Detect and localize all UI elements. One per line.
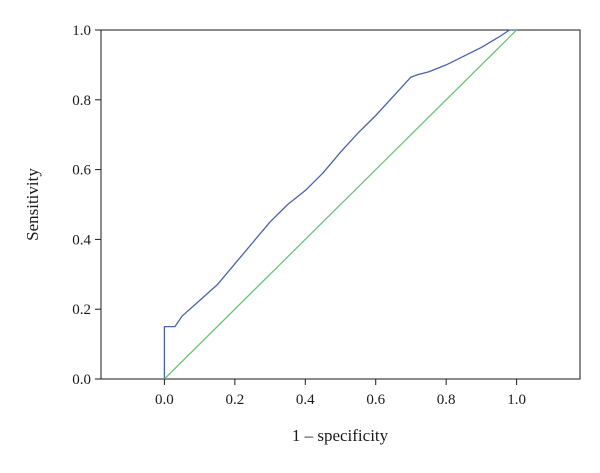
plot-frame (100, 29, 581, 380)
y-tick-label: 0.6 (72, 163, 91, 179)
series-layer (163, 29, 518, 380)
y-axis-label: Sensitivity (23, 168, 42, 241)
x-tick-label: 0.4 (296, 392, 315, 408)
y-tick-label: 0.2 (72, 302, 91, 318)
x-axis-ticks: 0.0 0.2 0.4 0.6 0.8 1.0 (155, 379, 526, 408)
series-line-1 (163, 29, 517, 379)
x-tick-label: 1.0 (507, 392, 526, 408)
x-tick-label: 0.6 (366, 392, 385, 408)
y-tick-label: 0.0 (72, 372, 91, 388)
y-tick-label: 1.0 (72, 23, 91, 39)
x-tick-label: 0.2 (225, 392, 244, 408)
y-tick-label: 0.8 (72, 93, 91, 109)
y-axis-ticks: 0.0 0.2 0.4 0.6 0.8 1.0 (72, 23, 101, 388)
x-tick-label: 0.8 (437, 392, 456, 408)
y-tick-label: 0.4 (72, 232, 91, 248)
series-line-2 (163, 29, 518, 380)
x-axis-label: 1 – specificity (292, 426, 389, 445)
x-tick-label: 0.0 (155, 392, 174, 408)
